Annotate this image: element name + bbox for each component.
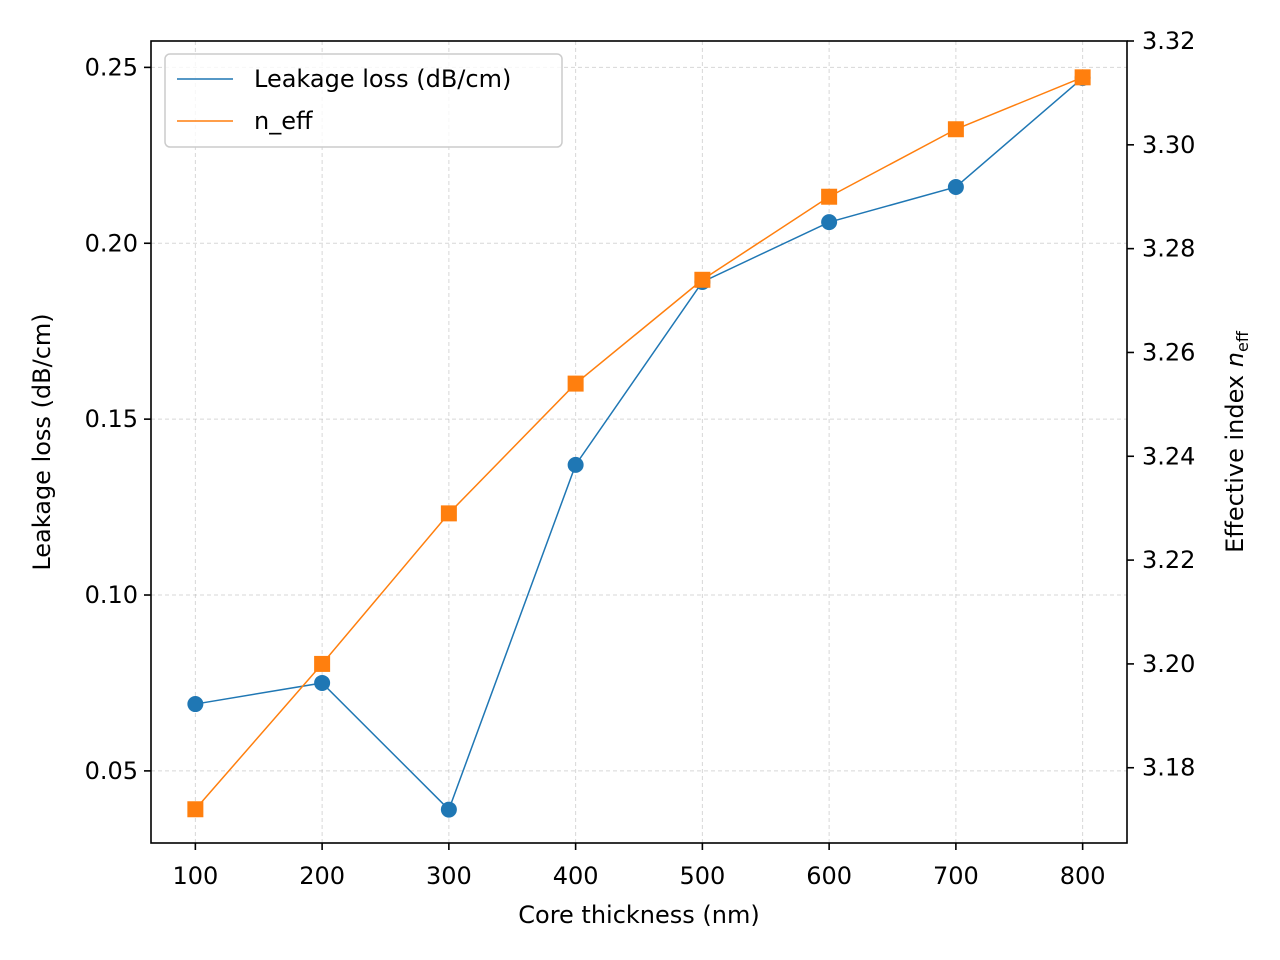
y-right-tick-label: 3.18 (1142, 754, 1195, 782)
x-tick-label: 800 (1060, 862, 1106, 890)
y-axis-right-label-symbol: n (1221, 352, 1249, 367)
data-point-neff (567, 375, 584, 392)
plot-frame (150, 40, 1128, 844)
legend-label-leakage: Leakage loss (dB/cm) (254, 65, 511, 93)
data-point-leakage (314, 674, 331, 691)
x-tick-label: 700 (933, 862, 979, 890)
legend-label-neff: n_eff (254, 107, 313, 135)
y-axis-right-label-subscript: eff (1233, 330, 1252, 352)
x-axis-ticks: 100 200 300 400 500 600 700 800 (172, 843, 1106, 890)
x-tick-label: 400 (553, 862, 599, 890)
series-lines (194, 76, 1084, 811)
x-tick-label: 300 (426, 862, 472, 890)
data-point-leakage (440, 801, 457, 818)
data-point-neff (694, 271, 711, 288)
x-tick-label: 200 (299, 862, 345, 890)
x-tick-label: 100 (172, 862, 218, 890)
y-right-tick-label: 3.30 (1142, 131, 1195, 159)
y-right-tick-label: 3.28 (1142, 235, 1195, 263)
y-tick-label: 0.10 (85, 581, 138, 609)
y-right-tick-label: 3.22 (1142, 546, 1195, 574)
series-line-neff (194, 76, 1083, 810)
legend-frame (164, 53, 563, 148)
y-right-tick-label: 3.24 (1142, 442, 1195, 470)
y-tick-label: 0.05 (85, 757, 138, 785)
y-tick-label: 0.20 (85, 229, 138, 257)
series-markers (187, 69, 1091, 818)
x-tick-label: 500 (679, 862, 725, 890)
y-tick-label: 0.25 (85, 53, 138, 81)
data-point-neff (440, 505, 457, 522)
x-axis-label: Core thickness (nm) (518, 901, 760, 929)
data-point-leakage (947, 178, 964, 195)
y-right-tick-label: 3.20 (1142, 650, 1195, 678)
data-point-neff (1074, 69, 1091, 86)
legend: Leakage loss (dB/cm) n_eff (164, 53, 563, 148)
y-tick-label: 0.15 (85, 405, 138, 433)
y-axis-left-ticks: 0.05 0.10 0.15 0.20 0.25 (85, 53, 151, 785)
series-line-leakage (195, 77, 1084, 811)
y-axis-right-ticks: 3.18 3.20 3.22 3.24 3.26 3.28 3.30 3.32 (1127, 27, 1195, 782)
data-point-neff (947, 121, 964, 138)
y-right-tick-label: 3.32 (1142, 27, 1195, 55)
data-point-neff (821, 188, 838, 205)
y-right-tick-label: 3.26 (1142, 338, 1195, 366)
y-axis-right-label-main: Effective index (1221, 367, 1249, 553)
y-axis-right-label: Effective index neff (1221, 330, 1252, 553)
data-point-leakage (567, 456, 584, 473)
data-point-leakage (821, 214, 838, 231)
y-axis-left-label: Leakage loss (dB/cm) (28, 313, 56, 570)
x-tick-label: 600 (806, 862, 852, 890)
data-point-neff (314, 655, 331, 672)
data-point-neff (187, 801, 204, 818)
data-point-leakage (187, 696, 204, 713)
